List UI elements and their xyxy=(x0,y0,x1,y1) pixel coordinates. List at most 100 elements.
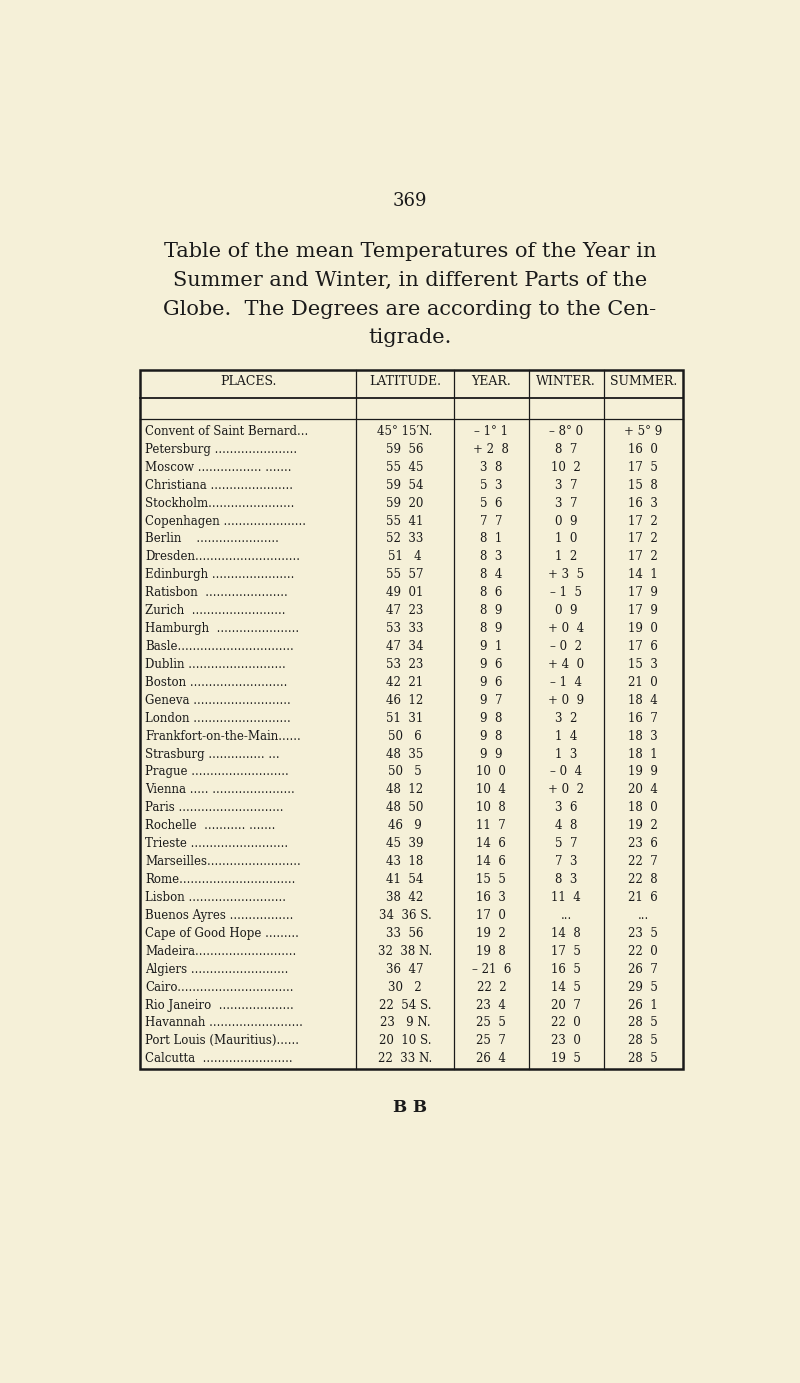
Text: 5  7: 5 7 xyxy=(555,837,578,851)
Text: 15  3: 15 3 xyxy=(628,658,658,671)
Text: 21  0: 21 0 xyxy=(629,676,658,689)
Text: 9  8: 9 8 xyxy=(480,712,502,725)
Text: 51   4: 51 4 xyxy=(388,550,422,563)
Text: Vienna ..... ......................: Vienna ..... ...................... xyxy=(145,783,294,797)
Text: 10  8: 10 8 xyxy=(477,801,506,815)
Text: 59  54: 59 54 xyxy=(386,479,424,492)
Text: 14  1: 14 1 xyxy=(629,568,658,581)
Text: 45  39: 45 39 xyxy=(386,837,424,851)
Text: 8  6: 8 6 xyxy=(480,586,502,599)
Text: 22  7: 22 7 xyxy=(629,855,658,869)
Text: 19  2: 19 2 xyxy=(629,819,658,833)
Text: 8  9: 8 9 xyxy=(480,622,502,635)
Text: 18  4: 18 4 xyxy=(629,694,658,707)
Text: SUMMER.: SUMMER. xyxy=(610,375,677,389)
Text: 46   9: 46 9 xyxy=(388,819,422,833)
Text: 20  4: 20 4 xyxy=(628,783,658,797)
Text: 20  10 S.: 20 10 S. xyxy=(378,1034,431,1047)
Text: Strasburg ............... ...: Strasburg ............... ... xyxy=(145,748,279,761)
Text: 19  9: 19 9 xyxy=(628,765,658,779)
Text: – 1° 1: – 1° 1 xyxy=(474,425,508,438)
Text: 45° 15′N.: 45° 15′N. xyxy=(378,425,433,438)
Text: Rio Janeiro  ....................: Rio Janeiro .................... xyxy=(145,999,294,1011)
Text: 1  2: 1 2 xyxy=(555,550,578,563)
Text: 19  2: 19 2 xyxy=(477,927,506,940)
Text: 55  45: 55 45 xyxy=(386,461,424,474)
Text: 14  6: 14 6 xyxy=(477,837,506,851)
Text: Table of the mean Temperatures of the Year in: Table of the mean Temperatures of the Ye… xyxy=(164,242,656,261)
Text: – 0  2: – 0 2 xyxy=(550,640,582,653)
Text: 11  7: 11 7 xyxy=(477,819,506,833)
Text: 17  6: 17 6 xyxy=(628,640,658,653)
Text: 10  2: 10 2 xyxy=(551,461,581,474)
Text: 17  5: 17 5 xyxy=(551,945,581,958)
Text: Algiers ..........................: Algiers .......................... xyxy=(145,963,288,975)
Text: 23  5: 23 5 xyxy=(628,927,658,940)
Text: 14  5: 14 5 xyxy=(551,981,581,993)
Text: 8  3: 8 3 xyxy=(555,873,578,887)
Text: 33  56: 33 56 xyxy=(386,927,424,940)
Text: 17  9: 17 9 xyxy=(628,586,658,599)
Text: WINTER.: WINTER. xyxy=(536,375,596,389)
Text: 20  7: 20 7 xyxy=(551,999,581,1011)
Text: 22  2: 22 2 xyxy=(477,981,506,993)
Text: Berlin    ......................: Berlin ...................... xyxy=(145,532,279,545)
Text: 47  23: 47 23 xyxy=(386,604,424,617)
Text: 22  54 S.: 22 54 S. xyxy=(378,999,431,1011)
Text: ...: ... xyxy=(561,909,572,922)
Text: Calcutta  ........................: Calcutta ........................ xyxy=(145,1052,293,1065)
Text: Madeira...........................: Madeira........................... xyxy=(145,945,296,958)
Text: Christiana ......................: Christiana ...................... xyxy=(145,479,293,492)
Text: 7  3: 7 3 xyxy=(555,855,578,869)
Text: 59  20: 59 20 xyxy=(386,496,424,509)
Text: Lisbon ..........................: Lisbon .......................... xyxy=(145,891,286,904)
Text: Stockholm.......................: Stockholm....................... xyxy=(145,496,294,509)
Text: + 5° 9: + 5° 9 xyxy=(624,425,662,438)
Text: London ..........................: London .......................... xyxy=(145,712,290,725)
Text: 11  4: 11 4 xyxy=(551,891,581,904)
Text: 17  9: 17 9 xyxy=(628,604,658,617)
Text: PLACES.: PLACES. xyxy=(220,375,276,389)
Text: 21  6: 21 6 xyxy=(629,891,658,904)
Text: 23  0: 23 0 xyxy=(551,1034,581,1047)
Text: Moscow ................. .......: Moscow ................. ....... xyxy=(145,461,291,474)
Text: 50   6: 50 6 xyxy=(388,730,422,743)
Text: tigrade.: tigrade. xyxy=(368,328,452,347)
Text: 26  7: 26 7 xyxy=(628,963,658,975)
Text: 25  5: 25 5 xyxy=(477,1017,506,1029)
Text: 51  31: 51 31 xyxy=(386,712,423,725)
Text: 28  5: 28 5 xyxy=(629,1034,658,1047)
Text: Petersburg ......................: Petersburg ...................... xyxy=(145,443,297,456)
Text: 9  6: 9 6 xyxy=(480,676,502,689)
Text: + 0  4: + 0 4 xyxy=(548,622,584,635)
Text: + 2  8: + 2 8 xyxy=(474,443,510,456)
Text: 8  3: 8 3 xyxy=(480,550,502,563)
Text: 46  12: 46 12 xyxy=(386,694,423,707)
Text: 26  4: 26 4 xyxy=(477,1052,506,1065)
Text: 36  47: 36 47 xyxy=(386,963,424,975)
Text: – 21  6: – 21 6 xyxy=(472,963,511,975)
Text: 3  8: 3 8 xyxy=(480,461,502,474)
Text: 53  33: 53 33 xyxy=(386,622,424,635)
Text: + 0  2: + 0 2 xyxy=(548,783,584,797)
Text: Cairo...............................: Cairo............................... xyxy=(145,981,294,993)
Text: 14  8: 14 8 xyxy=(551,927,581,940)
Text: 5  3: 5 3 xyxy=(480,479,502,492)
Text: 14  6: 14 6 xyxy=(477,855,506,869)
Text: – 1  4: – 1 4 xyxy=(550,676,582,689)
Text: 9  6: 9 6 xyxy=(480,658,502,671)
Text: 0  9: 0 9 xyxy=(555,604,578,617)
Text: Havannah .........................: Havannah ......................... xyxy=(145,1017,303,1029)
Text: 55  57: 55 57 xyxy=(386,568,424,581)
Text: Globe.  The Degrees are according to the Cen-: Globe. The Degrees are according to the … xyxy=(163,300,657,319)
Text: 16  0: 16 0 xyxy=(628,443,658,456)
Text: Hamburgh  ......................: Hamburgh ...................... xyxy=(145,622,299,635)
Text: 18  3: 18 3 xyxy=(629,730,658,743)
Text: ...: ... xyxy=(638,909,649,922)
Text: 25  7: 25 7 xyxy=(477,1034,506,1047)
Text: 16  7: 16 7 xyxy=(628,712,658,725)
Text: 53  23: 53 23 xyxy=(386,658,424,671)
Text: 9  9: 9 9 xyxy=(480,748,502,761)
Text: + 0  9: + 0 9 xyxy=(548,694,584,707)
Text: 50   5: 50 5 xyxy=(388,765,422,779)
